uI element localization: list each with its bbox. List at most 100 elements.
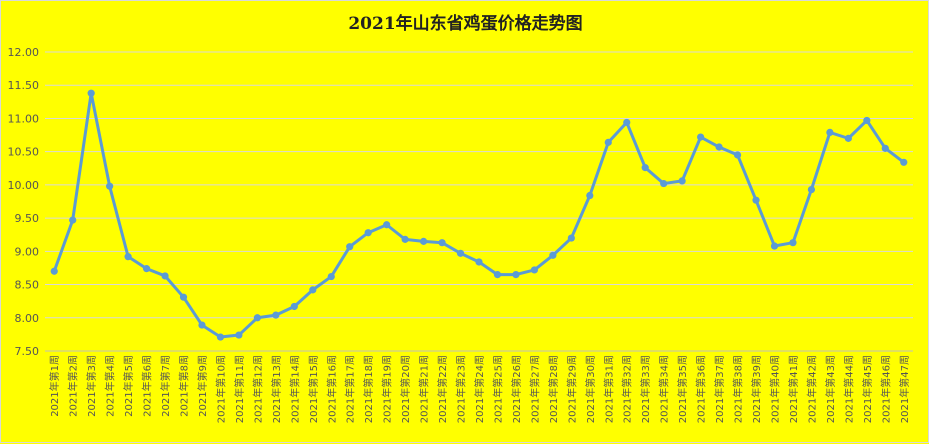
x-tick-label: 2021年第39周 xyxy=(750,355,763,423)
x-tick-label: 2021年第11周 xyxy=(233,355,246,423)
data-point xyxy=(881,144,889,152)
data-point xyxy=(863,116,871,125)
data-point xyxy=(715,143,723,151)
x-tick-label: 2021年第45周 xyxy=(861,355,874,423)
x-tick-label: 2021年第9周 xyxy=(196,355,209,417)
y-tick-label: 10.50 xyxy=(8,146,40,159)
data-point xyxy=(733,151,742,159)
data-point xyxy=(641,164,649,172)
data-point xyxy=(604,138,612,146)
y-tick-label: 11.00 xyxy=(8,112,40,125)
data-point xyxy=(512,270,520,279)
x-tick-label: 2021年第36周 xyxy=(695,355,708,423)
x-tick-label: 2021年第3周 xyxy=(85,355,98,417)
data-point xyxy=(530,266,539,274)
data-point xyxy=(826,128,834,136)
data-point xyxy=(383,221,391,229)
data-point xyxy=(235,331,243,339)
x-tick-label: 2021年第43周 xyxy=(824,355,837,423)
data-point xyxy=(216,333,225,341)
x-tick-label: 2021年第14周 xyxy=(288,355,301,423)
data-point xyxy=(364,229,372,237)
x-tick-label: 2021年第47周 xyxy=(898,355,911,423)
y-tick-label: 8.00 xyxy=(15,312,40,325)
x-tick-label: 2021年第40周 xyxy=(768,355,781,423)
data-point xyxy=(346,243,354,251)
x-tick-label: 2021年第32周 xyxy=(621,355,634,423)
x-axis: 2021年第1周 2021年第2周 2021年第3周 2021年第4周 2021年第5周… xyxy=(48,355,911,423)
data-point xyxy=(142,265,151,273)
data-point xyxy=(807,185,816,194)
x-tick-label: 2021年第4周 xyxy=(104,355,117,417)
x-tick-label: 2021年第1周 xyxy=(48,355,61,417)
x-tick-label: 2021年第19周 xyxy=(381,355,394,423)
x-tick-label: 2021年第38周 xyxy=(732,355,745,423)
data-point xyxy=(106,182,114,190)
data-point xyxy=(50,267,58,275)
chart-title: 2021年山东省鸡蛋价格走势图 xyxy=(348,14,583,34)
x-tick-label: 2021年第23周 xyxy=(455,355,468,423)
data-point xyxy=(660,179,668,188)
data-point xyxy=(179,293,188,301)
series xyxy=(50,89,908,341)
data-point xyxy=(586,191,594,200)
x-tick-label: 2021年第42周 xyxy=(805,355,818,423)
data-point xyxy=(124,253,132,261)
x-tick-label: 2021年第30周 xyxy=(584,355,597,423)
data-point xyxy=(900,158,908,166)
x-tick-label: 2021年第46周 xyxy=(879,355,892,423)
x-tick-label: 2021年第6周 xyxy=(141,355,154,417)
data-point xyxy=(623,118,631,127)
x-tick-label: 2021年第12周 xyxy=(251,355,264,423)
x-tick-label: 2021年第13周 xyxy=(270,355,283,423)
x-tick-label: 2021年第16周 xyxy=(325,355,338,423)
y-tick-label: 10.00 xyxy=(8,179,40,192)
x-tick-label: 2021年第44周 xyxy=(842,355,855,423)
x-tick-label: 2021年第5周 xyxy=(122,355,135,417)
y-tick-label: 7.50 xyxy=(15,345,40,358)
data-point xyxy=(770,242,779,250)
data-point xyxy=(438,239,446,247)
data-point xyxy=(678,177,686,185)
data-point xyxy=(198,321,206,329)
x-tick-label: 2021年第41周 xyxy=(787,355,800,423)
x-tick-label: 2021年第33周 xyxy=(639,355,652,423)
data-point xyxy=(87,89,95,97)
x-tick-label: 2021年第22周 xyxy=(436,355,449,423)
x-tick-label: 2021年第21周 xyxy=(418,355,431,423)
data-point xyxy=(844,134,852,142)
x-tick-label: 2021年第15周 xyxy=(307,355,320,423)
x-tick-label: 2021年第34周 xyxy=(658,355,671,423)
data-point xyxy=(752,196,760,204)
y-tick-label: 8.50 xyxy=(15,279,40,292)
data-point xyxy=(419,237,428,245)
data-point xyxy=(493,270,502,279)
data-point xyxy=(161,272,169,280)
data-point xyxy=(253,314,261,322)
x-tick-label: 2021年第28周 xyxy=(547,355,560,423)
data-point xyxy=(69,216,77,224)
y-axis: 7.50 8.00 8.50 9.00 9.50 10.00 10.50 11.00 11.50… xyxy=(8,46,40,358)
x-tick-label: 2021年第10周 xyxy=(214,355,227,423)
x-tick-label: 2021年第7周 xyxy=(159,355,172,417)
x-tick-label: 2021年第31周 xyxy=(602,355,615,423)
x-tick-label: 2021年第20周 xyxy=(399,355,412,423)
data-point xyxy=(272,311,280,319)
data-point xyxy=(567,234,575,242)
data-point xyxy=(309,286,317,294)
y-tick-label: 9.00 xyxy=(15,245,40,258)
data-point xyxy=(401,235,409,243)
data-point xyxy=(456,249,465,257)
x-tick-label: 2021年第26周 xyxy=(510,355,523,423)
x-tick-label: 2021年第17周 xyxy=(344,355,357,423)
data-point xyxy=(697,133,705,141)
x-tick-label: 2021年第27周 xyxy=(528,355,541,423)
data-point xyxy=(549,251,557,259)
y-tick-label: 11.50 xyxy=(8,79,40,92)
x-tick-label: 2021年第25周 xyxy=(491,355,504,423)
data-point xyxy=(789,239,797,247)
x-tick-label: 2021年第24周 xyxy=(473,355,486,423)
data-point xyxy=(327,272,335,281)
